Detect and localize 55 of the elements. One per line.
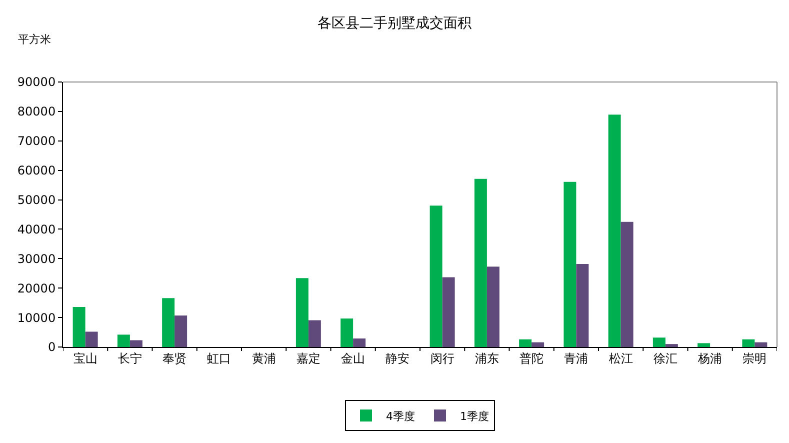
bar [532,342,544,347]
bar [130,340,142,347]
legend-label: 1季度 [460,410,489,423]
x-tick-label: 嘉定 [296,351,320,366]
y-tick-label: 20000 [17,281,56,296]
x-tick-label: 金山 [341,351,366,366]
y-tick-label: 50000 [17,192,56,207]
bar [665,344,678,347]
bar [85,332,98,347]
x-tick-label: 黄浦 [252,351,276,366]
bar [486,266,500,347]
y-tick-label: 10000 [17,310,56,325]
y-tick-label: 70000 [17,134,56,148]
y-tick-label: 30000 [17,252,56,266]
x-tick-label: 杨浦 [697,351,722,366]
x-tick-label: 浦东 [474,351,499,366]
y-axis-title: 平方米 [18,33,51,46]
x-tick-label: 闵行 [430,351,454,366]
bar [117,334,130,347]
bar [340,318,354,347]
bar [576,264,589,347]
chart-title: 各区县二手别墅成交面积 [318,16,472,32]
x-tick-label: 徐汇 [653,351,678,366]
x-tick-label: 宝山 [73,351,98,366]
legend-label: 4季度 [386,410,415,423]
bar [564,182,576,347]
bar [608,114,621,347]
x-tick-label: 崇明 [742,351,767,366]
x-tick-label: 虹口 [207,351,232,366]
x-tick-label: 奉贤 [162,351,187,366]
bar [162,298,175,347]
x-tick-label: 长宁 [118,351,142,366]
bar [754,342,768,347]
x-tick-label: 松江 [608,351,633,366]
y-tick-label: 0 [48,340,56,354]
bar [430,206,442,347]
y-tick-label: 60000 [17,164,56,178]
bar [519,339,532,347]
bar [308,320,321,347]
x-tick-label: 静安 [386,351,410,366]
bar [698,343,710,347]
bar [442,277,455,347]
bar [474,178,487,347]
bar [742,339,755,347]
bar [296,278,308,347]
x-tick-label: 普陀 [520,351,544,366]
bar [72,306,86,347]
x-tick-label: 青浦 [564,351,588,366]
y-tick-label: 80000 [17,104,56,119]
y-tick-label: 40000 [17,222,56,236]
bar [620,222,634,347]
bar [353,338,366,347]
y-tick-label: 90000 [17,75,56,90]
bar [652,338,666,347]
bar [174,315,188,347]
